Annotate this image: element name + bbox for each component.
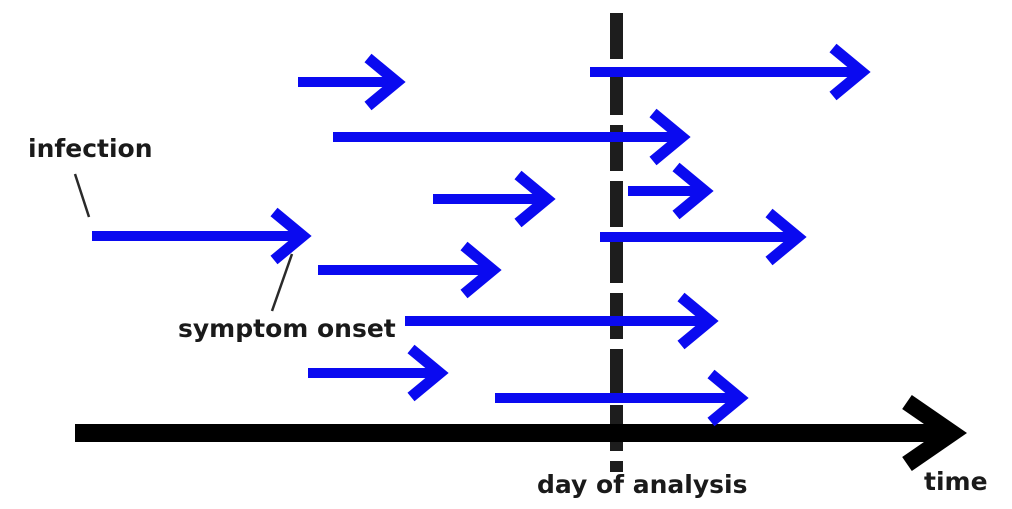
symptom-onset-label: symptom onset (178, 314, 396, 343)
time-axis-label: time (924, 467, 988, 496)
infection-label: infection (28, 134, 153, 163)
case-timeline-arrow-11 (495, 369, 749, 427)
time-axis-arrow (75, 395, 967, 471)
symptom-onset-pointer-line (270, 253, 294, 312)
case-timeline-arrow-8 (318, 241, 502, 299)
case-timeline-arrow-6 (92, 207, 312, 265)
case-timeline-arrow-5 (433, 170, 556, 228)
day-of-analysis-label: day of analysis (537, 470, 748, 499)
case-timeline-arrow-10 (308, 344, 449, 402)
case-timeline-arrow-9 (405, 292, 719, 350)
case-timeline-arrow-1 (590, 43, 871, 101)
case-timeline-arrow-2 (298, 53, 406, 111)
infection-pointer-line (73, 173, 91, 218)
case-timeline-arrow-4 (628, 162, 714, 220)
case-timeline-arrow-7 (600, 208, 807, 266)
case-timeline-arrow-3 (333, 108, 691, 166)
